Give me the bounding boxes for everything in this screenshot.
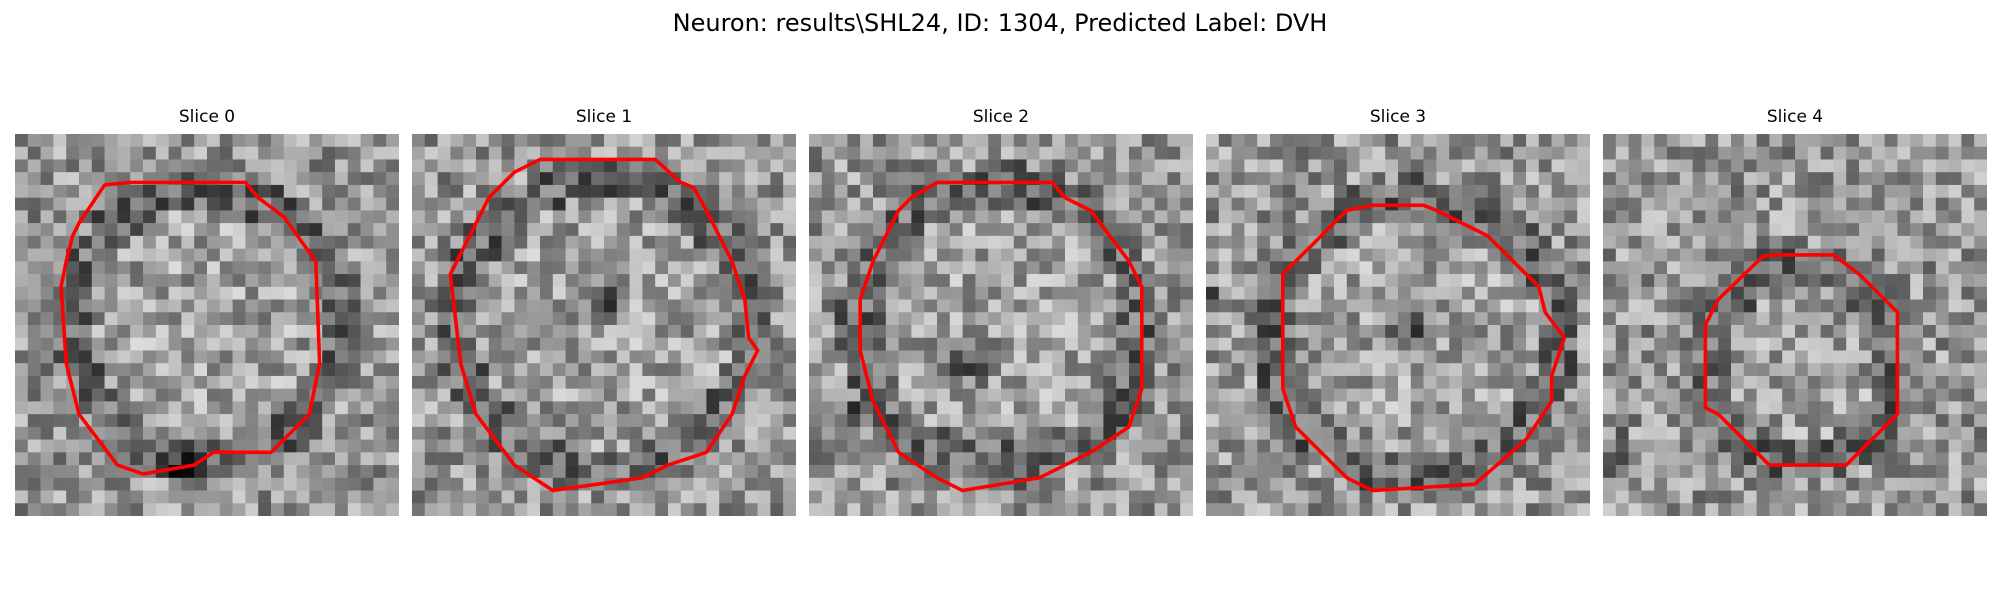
slice-image bbox=[809, 134, 1193, 516]
slice-image bbox=[1603, 134, 1987, 516]
slice-title: Slice 2 bbox=[972, 107, 1030, 127]
roi-contour bbox=[448, 157, 760, 493]
slice-panel-4: Slice 4 bbox=[1603, 106, 1987, 516]
slice-title: Slice 1 bbox=[575, 107, 633, 127]
slice-title: Slice 0 bbox=[178, 107, 236, 127]
roi-contour bbox=[59, 180, 322, 476]
slice-panel-2: Slice 2 bbox=[809, 106, 1193, 516]
slice-panel-0: Slice 0 bbox=[15, 106, 399, 516]
slice-panel-3: Slice 3 bbox=[1206, 106, 1590, 516]
slice-title: Slice 4 bbox=[1766, 107, 1824, 127]
slice-title: Slice 3 bbox=[1369, 107, 1427, 127]
roi-contour bbox=[1703, 253, 1900, 467]
slice-image bbox=[15, 134, 399, 516]
roi-contour bbox=[858, 180, 1144, 493]
figure-title: Neuron: results\SHL24, ID: 1304, Predict… bbox=[672, 9, 1328, 37]
roi-contour bbox=[1281, 203, 1567, 493]
slice-panel-1: Slice 1 bbox=[412, 106, 796, 516]
slice-image bbox=[412, 134, 796, 516]
slice-image bbox=[1206, 134, 1590, 516]
